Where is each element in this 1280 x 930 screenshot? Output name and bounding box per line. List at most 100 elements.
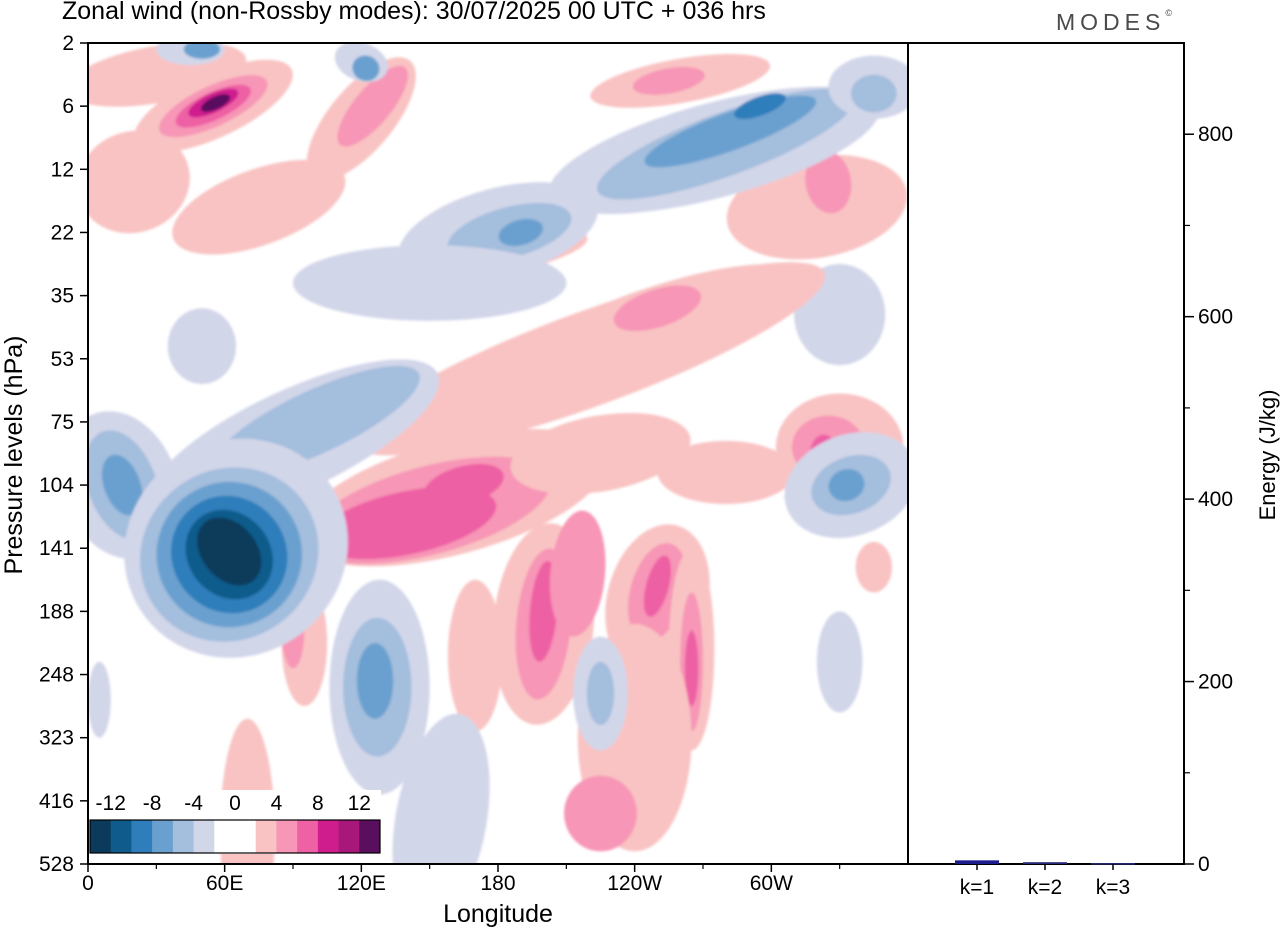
colorbar-label: 4 xyxy=(271,792,283,815)
y-tick-label: 35 xyxy=(51,285,74,308)
colorbar-swatch xyxy=(172,820,195,853)
colorbar-label: 0 xyxy=(229,792,241,815)
pos-patch xyxy=(549,510,606,637)
neg-patch xyxy=(88,661,111,738)
energy-bars: k=1 k=2 k=3 xyxy=(955,860,1135,899)
modes-logo-text: MODES xyxy=(1056,9,1166,35)
y-tick-label: 188 xyxy=(39,600,74,623)
pos-patch xyxy=(684,630,699,707)
colorbar-swatch xyxy=(317,820,340,853)
y-axis-label: Pressure levels (hPa) xyxy=(0,336,28,575)
pos-patch xyxy=(805,150,852,214)
x-tick-label: 120E xyxy=(337,872,386,895)
colorbar-swatch xyxy=(214,820,236,853)
colorbar-label: -12 xyxy=(96,792,126,815)
x-tick-label: 60E xyxy=(206,872,243,895)
pos-patch xyxy=(510,412,691,495)
colorbar-swatch xyxy=(235,820,257,853)
y-tick-label: 22 xyxy=(51,221,74,244)
colorbar-label: 12 xyxy=(348,792,371,815)
pos-patch xyxy=(632,66,705,95)
neg-patch xyxy=(644,95,817,168)
energy-tick-label: 400 xyxy=(1198,488,1233,511)
neg-patch xyxy=(197,517,262,586)
pos-patch xyxy=(447,579,503,732)
energy-bar-k=2 xyxy=(1023,862,1067,864)
y-axis: 2 6 12 22 35 53 75 104 141 188 248 323 416 528 xyxy=(39,32,88,876)
colorbar-swatch xyxy=(152,820,174,853)
x-tick-label: 120W xyxy=(607,872,662,895)
x-axis-label: Longitude xyxy=(443,900,553,928)
y-tick-label: 416 xyxy=(39,790,74,813)
bar-category-label: k=1 xyxy=(960,876,994,899)
pos-patch xyxy=(855,541,893,593)
colorbar: -12 -8 -4 0 4 8 12 xyxy=(89,790,381,854)
colorbar-swatch xyxy=(359,820,381,853)
pos-patch xyxy=(657,440,795,505)
energy-bar-k=3 xyxy=(1091,863,1135,865)
bar-category-label: k=2 xyxy=(1028,876,1062,899)
energy-axis-label: Energy (J/kg) xyxy=(1255,390,1280,521)
colorbar-label: 8 xyxy=(312,792,324,815)
pos-patch xyxy=(88,130,190,234)
energy-axis: 0 200 400 600 800 xyxy=(1184,123,1233,876)
colorbar-swatch xyxy=(90,820,112,853)
x-axis: 0 60E 120E 180 120W 60W xyxy=(82,864,841,895)
pos-patch xyxy=(564,775,637,852)
neg-patch xyxy=(851,74,897,113)
y-tick-label: 6 xyxy=(62,95,74,118)
neg-patch xyxy=(816,611,863,713)
colorbar-frame xyxy=(89,819,381,854)
y-tick-label: 248 xyxy=(39,664,74,687)
neg-patch xyxy=(167,308,237,385)
x-tick-label: 60W xyxy=(750,872,793,895)
pos-patch xyxy=(613,285,702,332)
neg-patch xyxy=(498,218,544,247)
y-tick-label: 12 xyxy=(51,158,74,181)
neg-patch xyxy=(101,454,143,516)
neg-patch xyxy=(392,713,490,864)
energy-panel-frame xyxy=(907,42,1185,865)
colorbar-swatch xyxy=(193,820,215,853)
energy-tick-label: 200 xyxy=(1198,671,1233,694)
neg-patch xyxy=(293,245,567,321)
heatmap-field xyxy=(88,43,908,864)
y-tick-label: 2 xyxy=(62,32,74,55)
pos-patch xyxy=(172,159,346,255)
neg-patch xyxy=(734,93,786,120)
neg-patch xyxy=(183,43,221,59)
chart-title: Zonal wind (non-Rossby modes): 30/07/202… xyxy=(62,0,766,25)
bar-category-label: k=3 xyxy=(1096,876,1130,899)
energy-tick-label: 800 xyxy=(1198,123,1233,146)
colorbar-swatch xyxy=(276,820,298,853)
neg-patch xyxy=(352,55,380,82)
y-tick-label: 323 xyxy=(39,727,74,750)
x-tick-label: 180 xyxy=(480,872,515,895)
colorbar-swatch xyxy=(255,820,277,853)
neg-patch xyxy=(828,468,865,502)
pos-patch xyxy=(200,94,231,112)
pos-patch xyxy=(337,65,409,147)
colorbar-swatch xyxy=(110,820,132,853)
energy-tick-label: 600 xyxy=(1198,306,1233,329)
energy-tick-label: 0 xyxy=(1198,853,1210,876)
colorbar-label: -4 xyxy=(184,792,203,815)
y-tick-label: 141 xyxy=(39,537,74,560)
pos-patch xyxy=(643,555,672,617)
energy-bar-k=1 xyxy=(955,860,999,864)
pos-patch xyxy=(423,463,504,507)
colorbar-label: -8 xyxy=(143,792,162,815)
y-tick-label: 104 xyxy=(39,474,74,497)
x-tick-label: 0 xyxy=(82,872,94,895)
y-tick-label: 53 xyxy=(51,348,74,371)
y-tick-label: 75 xyxy=(51,411,74,434)
colorbar-swatch xyxy=(297,820,319,853)
logo-copyright-mark: © xyxy=(1165,8,1172,18)
neg-patch xyxy=(356,642,394,719)
colorbar-swatch xyxy=(131,820,153,853)
colorbar-swatch xyxy=(338,820,360,853)
neg-patch xyxy=(586,661,615,726)
y-tick-label: 528 xyxy=(39,853,74,876)
modes-logo: MODES© xyxy=(1056,8,1172,36)
